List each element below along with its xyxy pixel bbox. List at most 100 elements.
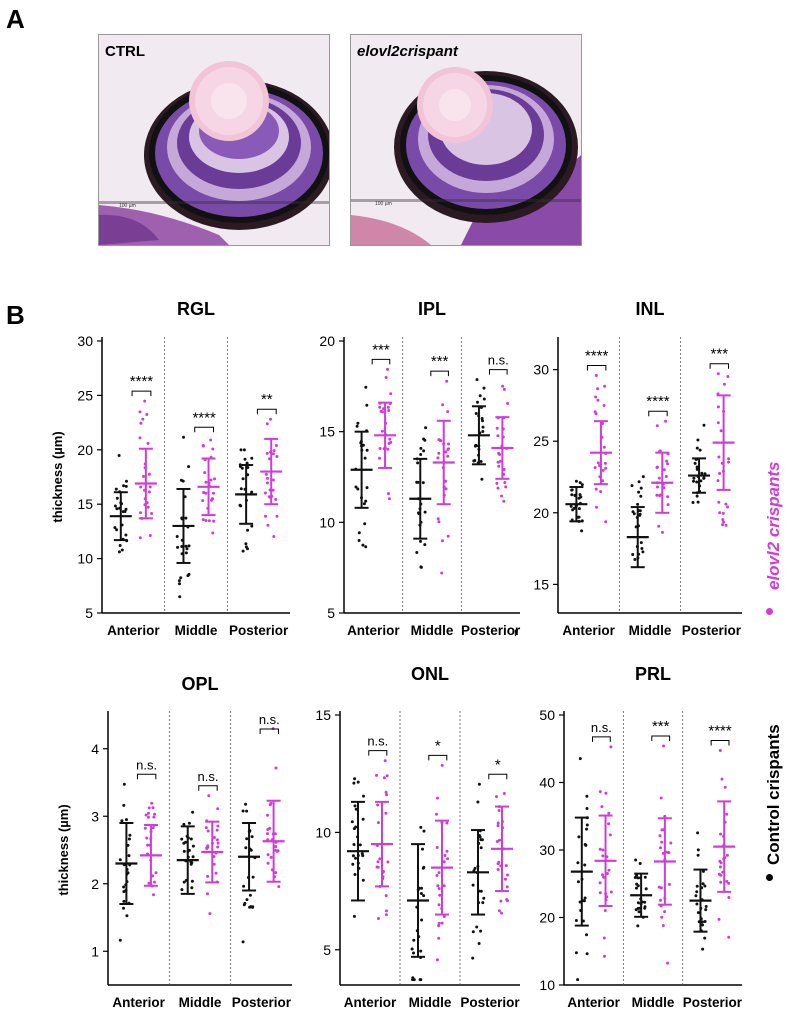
significance-bracket — [709, 363, 730, 369]
y-tick-label: 4 — [91, 741, 99, 757]
significance-bracket — [586, 364, 607, 371]
y-tick-label: 10 — [539, 977, 555, 993]
data-point — [718, 749, 722, 752]
data-point — [498, 838, 502, 842]
data-point — [266, 832, 269, 836]
data-point — [422, 437, 426, 441]
data-point — [125, 818, 128, 822]
data-point — [275, 455, 279, 458]
data-point — [696, 911, 700, 915]
category-label: Posterior — [683, 995, 743, 1010]
data-point — [593, 466, 597, 470]
data-point — [139, 511, 142, 515]
data-point — [139, 485, 143, 489]
significance-label: n.s. — [259, 712, 280, 727]
data-point — [423, 510, 427, 514]
data-point — [578, 493, 582, 497]
data-point — [265, 422, 269, 426]
data-point — [184, 544, 188, 548]
data-point — [718, 865, 722, 869]
significance-bracket — [651, 735, 671, 742]
data-point — [692, 476, 696, 480]
data-point — [124, 507, 128, 511]
data-point — [578, 757, 582, 761]
data-point — [419, 565, 423, 569]
data-point — [703, 472, 707, 476]
data-point — [378, 456, 381, 460]
significance-bracket — [488, 773, 508, 780]
significance-bracket — [648, 410, 668, 417]
data-point — [504, 864, 508, 868]
data-point — [117, 454, 121, 457]
data-point — [421, 866, 425, 870]
data-point — [497, 809, 501, 812]
data-point — [475, 925, 479, 929]
data-point — [361, 878, 365, 882]
data-point — [446, 534, 450, 538]
data-point — [420, 886, 423, 890]
data-point — [138, 436, 142, 440]
data-point — [419, 949, 423, 953]
data-point — [498, 459, 502, 463]
data-point — [662, 468, 666, 472]
data-point — [122, 906, 125, 910]
significance-bracket — [256, 408, 277, 415]
data-point — [422, 449, 426, 453]
data-point — [497, 464, 501, 468]
data-point — [717, 917, 721, 921]
data-point — [386, 367, 389, 371]
data-point — [576, 861, 580, 865]
significance-label: *** — [372, 341, 390, 358]
data-point — [115, 507, 119, 511]
data-point — [212, 491, 215, 495]
data-point — [363, 522, 367, 526]
data-point — [274, 498, 278, 501]
data-point — [415, 551, 419, 554]
data-point — [636, 906, 640, 910]
data-point — [365, 448, 369, 452]
ctrl-scale-text: 100 µm — [119, 203, 136, 209]
data-point — [146, 815, 150, 819]
stray-mark: r — [514, 625, 518, 639]
data-point — [152, 893, 155, 897]
data-point — [601, 848, 605, 852]
data-point — [445, 821, 449, 825]
legend-control-label: Control crispants — [764, 724, 783, 865]
data-point — [496, 460, 500, 464]
significance-label: n.s. — [197, 769, 218, 784]
y-tick-label: 20 — [319, 333, 335, 349]
data-point — [607, 822, 611, 826]
data-point — [643, 900, 647, 904]
data-point — [665, 459, 669, 463]
data-point — [201, 499, 205, 503]
data-point — [153, 812, 157, 816]
data-point — [695, 890, 699, 894]
y-tick-label: 5 — [327, 605, 335, 621]
y-tick-label: 30 — [539, 842, 555, 858]
data-point — [437, 903, 441, 907]
data-point — [576, 978, 580, 982]
data-point — [386, 860, 390, 864]
data-point — [187, 821, 191, 825]
micrograph-elovl2: 100 µm elovl2crispant — [350, 34, 582, 246]
data-point — [633, 558, 637, 561]
data-point — [702, 423, 706, 427]
data-point — [122, 899, 126, 903]
elovl2-scale-text: 100 µm — [375, 201, 392, 207]
chart-prl: PRL 10 20 30 40 50 Anterior n.s. Middle *** Poster… — [539, 664, 743, 1010]
data-point — [114, 487, 118, 491]
data-point — [274, 444, 278, 447]
data-point — [411, 978, 415, 982]
data-point — [353, 777, 357, 781]
data-point — [384, 376, 388, 379]
data-point — [437, 924, 441, 928]
data-point — [362, 502, 366, 506]
data-point — [704, 905, 708, 908]
data-point — [722, 382, 726, 386]
data-point — [415, 480, 419, 484]
data-point — [438, 893, 442, 897]
data-point — [362, 794, 365, 798]
panel-a-letter: A — [6, 4, 25, 34]
data-point — [178, 595, 182, 599]
data-point — [443, 854, 447, 857]
